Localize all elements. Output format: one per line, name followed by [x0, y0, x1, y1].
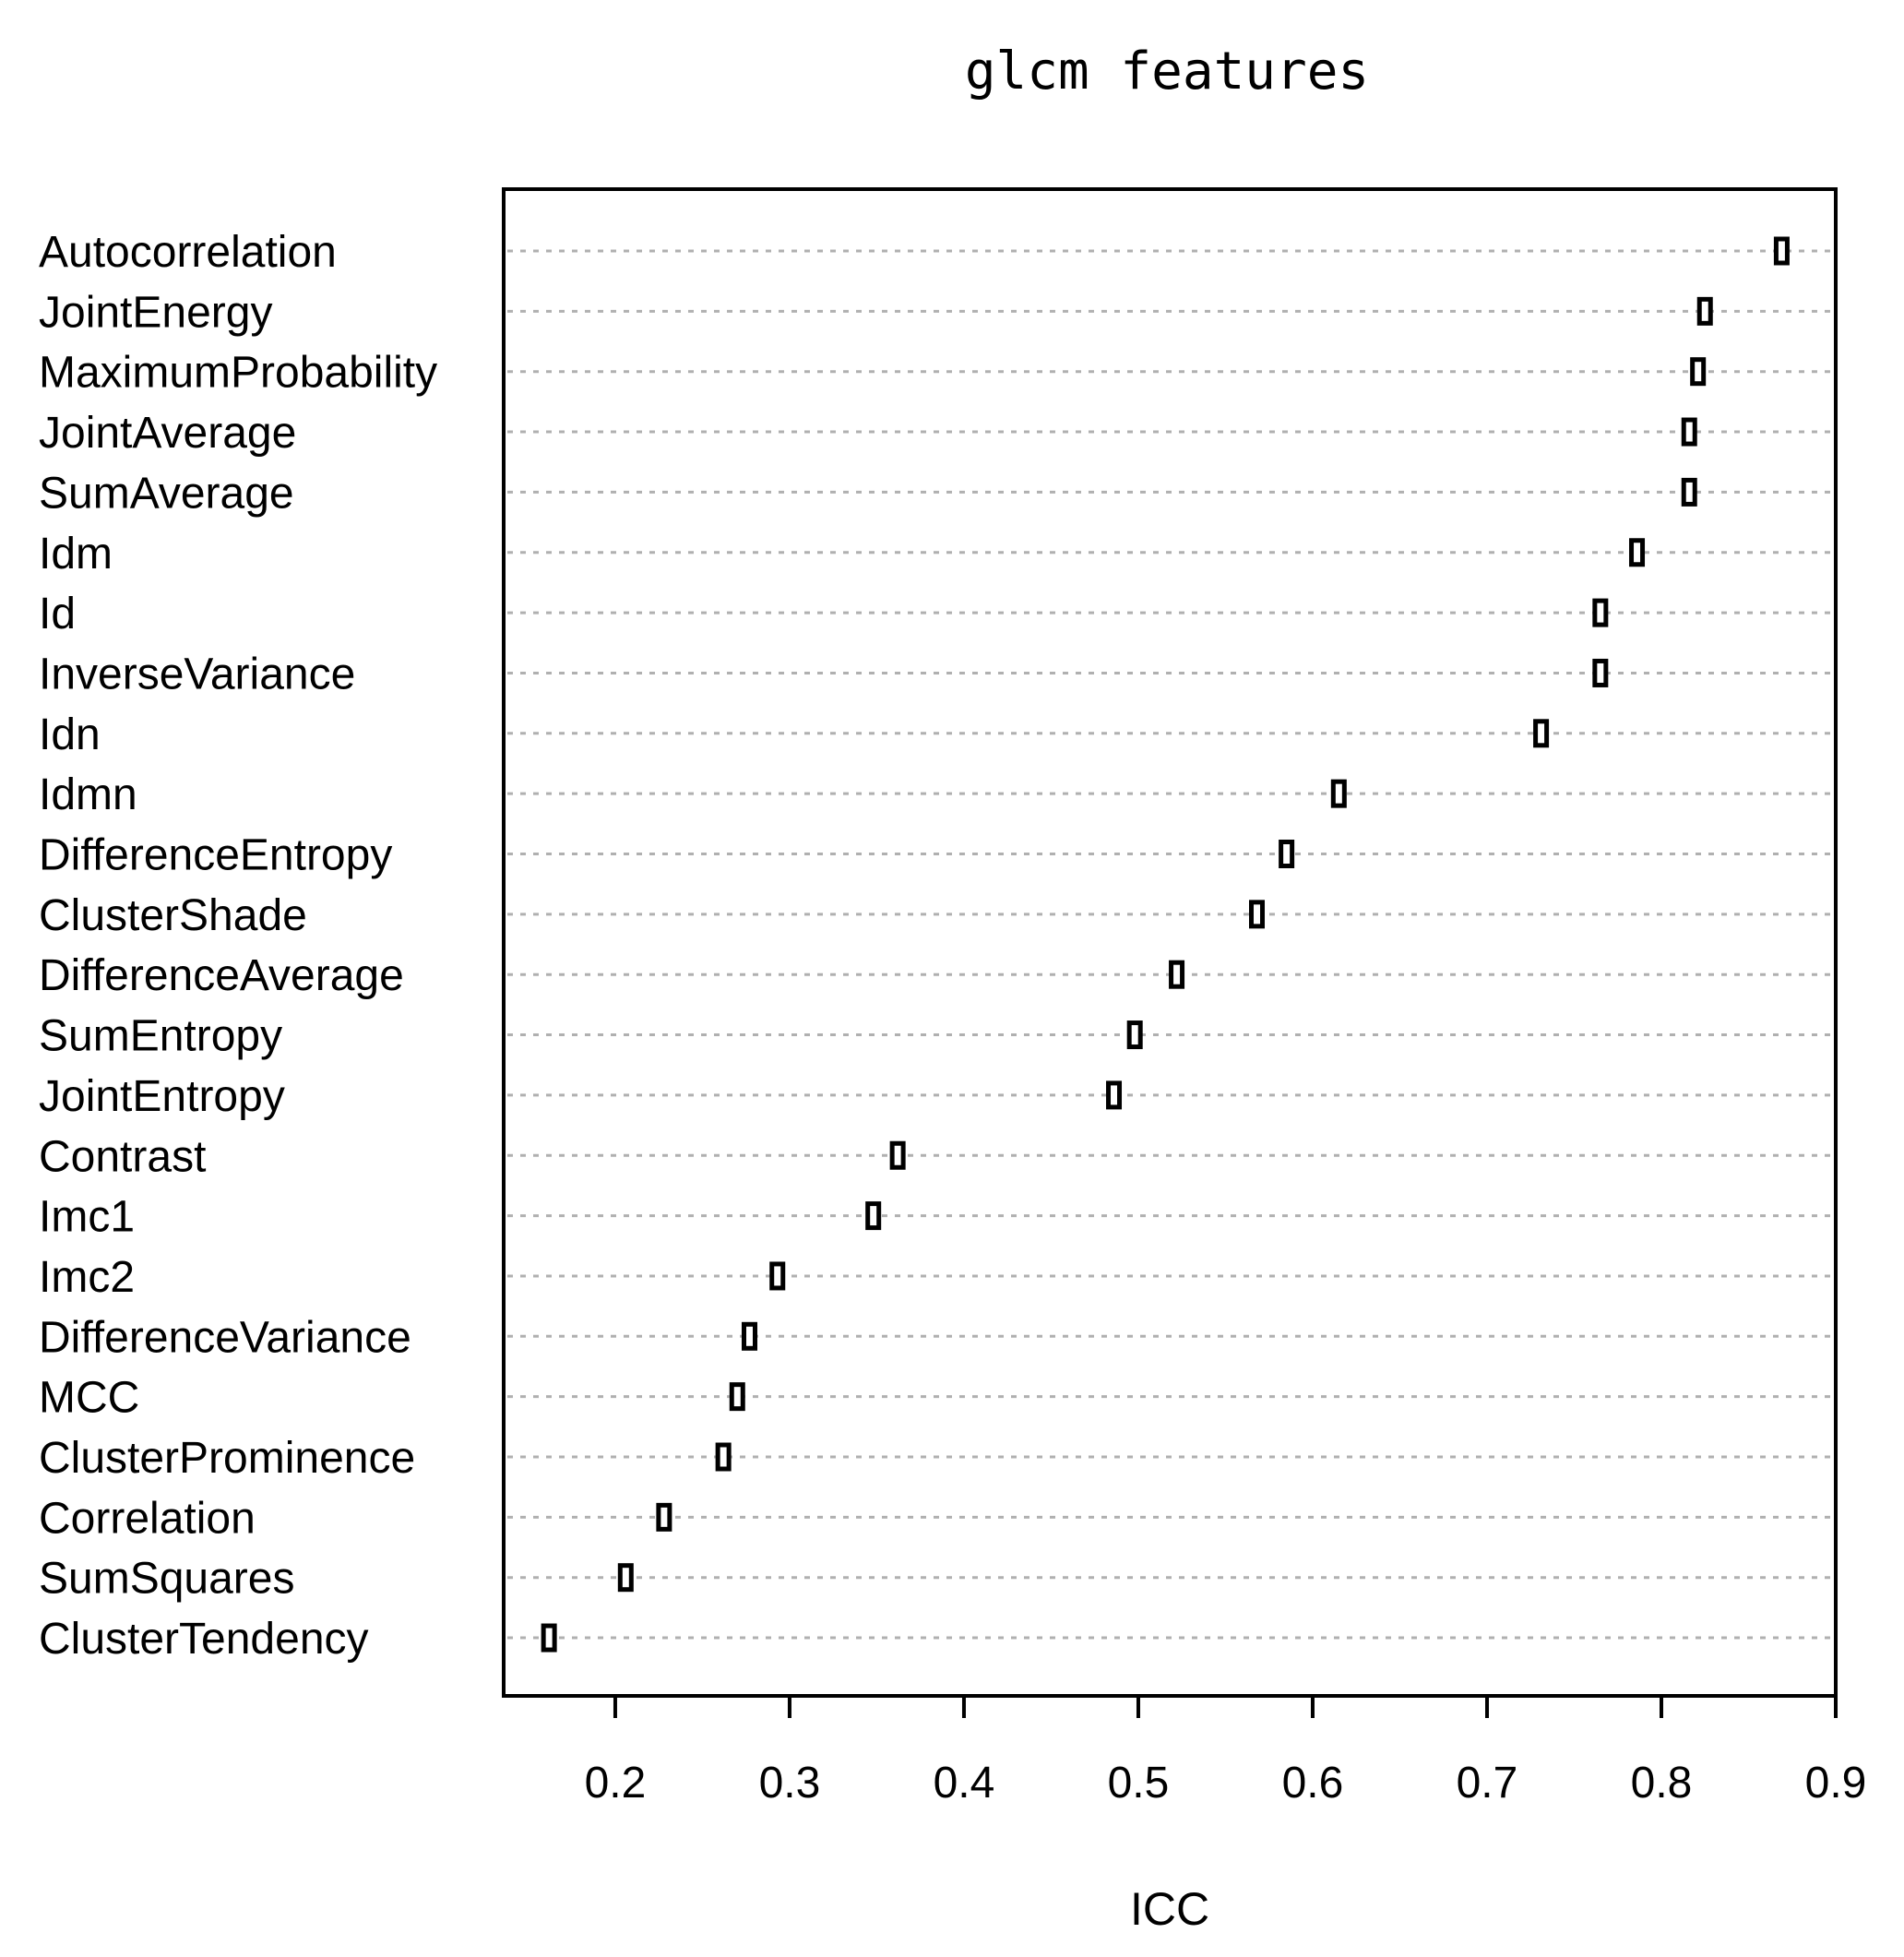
data-point [1696, 296, 1713, 326]
data-point [617, 1563, 634, 1593]
plot-frame [502, 187, 1838, 1698]
data-point [1773, 236, 1790, 266]
category-label: DifferenceAverage [39, 951, 404, 1000]
x-tick-label: 0.8 [1631, 1759, 1693, 1808]
data-point [1681, 417, 1697, 447]
category-label: ClusterShade [39, 891, 307, 940]
data-point [1681, 477, 1697, 507]
category-label: Imc2 [39, 1253, 135, 1302]
grid-lines [507, 249, 1832, 1640]
category-label: ClusterTendency [39, 1615, 369, 1664]
category-label: JointEntropy [39, 1072, 285, 1121]
x-tick-label: 0.9 [1805, 1759, 1867, 1808]
data-point [1533, 719, 1550, 748]
category-label: SumEntropy [39, 1012, 282, 1061]
x-tick-label: 0.5 [1108, 1759, 1170, 1808]
category-label: Id [39, 590, 76, 638]
x-axis-label: ICC [1130, 1883, 1209, 1935]
data-point [1592, 658, 1609, 687]
data-point [1330, 779, 1347, 808]
category-label: SumAverage [39, 469, 294, 518]
category-label: Correlation [39, 1494, 256, 1543]
category-label: DifferenceEntropy [39, 831, 392, 880]
data-point [1279, 840, 1295, 868]
data-point [1126, 1020, 1143, 1050]
data-point [1106, 1080, 1123, 1110]
category-label: Autocorrelation [39, 228, 337, 277]
data-point [1629, 538, 1646, 567]
category-label: JointAverage [39, 409, 296, 458]
category-label: MaximumProbability [39, 349, 437, 398]
x-axis: 0.2 0.3 0.4 0.5 0.6 0.7 0.8 0.9 [585, 1696, 1867, 1808]
data-point [1592, 598, 1609, 627]
data-point [656, 1502, 672, 1532]
x-tick-label: 0.4 [934, 1759, 995, 1808]
category-label: JointEnergy [39, 288, 272, 337]
x-tick-label: 0.7 [1457, 1759, 1518, 1808]
category-labels: Autocorrelation JointEnergy MaximumProbabi… [39, 228, 437, 1664]
data-point [769, 1261, 786, 1291]
data-point [1690, 357, 1707, 387]
category-label: Idn [39, 710, 101, 759]
data-markers [541, 236, 1790, 1653]
data-point [889, 1140, 906, 1170]
data-point [541, 1623, 557, 1653]
category-label: ClusterProminence [39, 1434, 415, 1483]
data-point [729, 1382, 745, 1412]
data-point [1169, 960, 1185, 989]
x-tick-label: 0.2 [585, 1759, 647, 1808]
category-label: Idm [39, 530, 113, 579]
data-point [715, 1442, 732, 1472]
x-tick-label: 0.3 [759, 1759, 821, 1808]
data-point [1249, 900, 1266, 929]
category-label: DifferenceVariance [39, 1313, 411, 1362]
category-label: MCC [39, 1374, 139, 1423]
category-label: Imc1 [39, 1193, 135, 1242]
category-label: SumSquares [39, 1555, 294, 1604]
data-point [865, 1201, 882, 1231]
category-label: Contrast [39, 1132, 206, 1181]
x-tick-label: 0.6 [1282, 1759, 1344, 1808]
category-label: InverseVariance [39, 650, 355, 698]
category-label: Idmn [39, 770, 137, 819]
chart-title: glcm features [965, 42, 1369, 101]
data-point [741, 1321, 757, 1351]
